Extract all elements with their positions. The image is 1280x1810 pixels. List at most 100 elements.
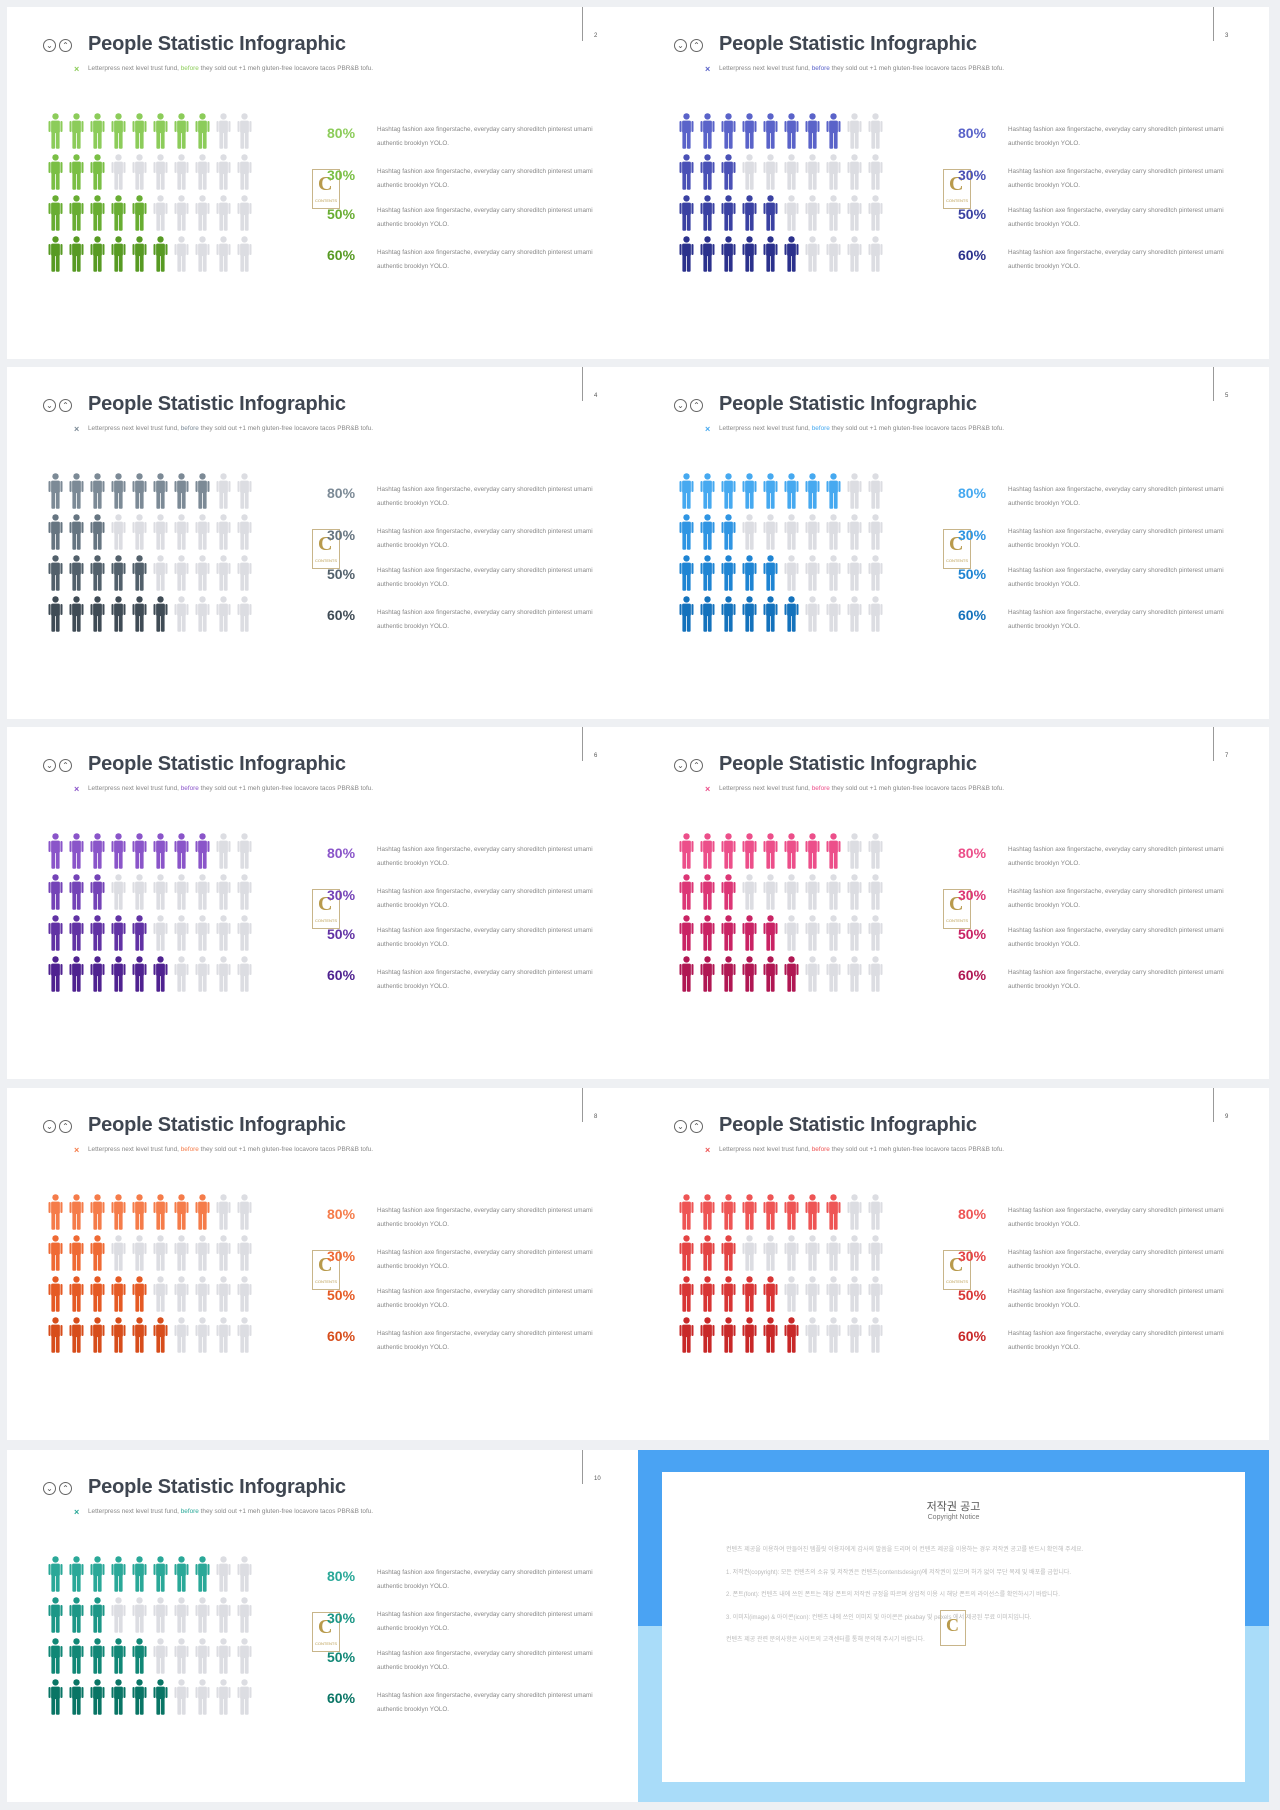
person-icon — [174, 1597, 189, 1633]
person-icon — [721, 195, 736, 231]
slide-thumbnail[interactable]: ⌄ ⌃ People Statistic Infographic × Lette… — [638, 7, 1269, 359]
person-icon — [216, 1679, 231, 1715]
person-icon — [111, 596, 126, 632]
person-icon — [784, 1235, 799, 1271]
person-icon — [132, 1638, 147, 1674]
contents-logo: C — [940, 1610, 966, 1646]
slide-thumbnail[interactable]: ⌄ ⌃ People Statistic Infographic × Lette… — [7, 1450, 638, 1802]
person-icon — [216, 1235, 231, 1271]
contents-logo: C CONTENTS — [943, 1250, 971, 1290]
person-icon — [742, 874, 757, 910]
stat-description: Hashtag fashion axe fingerstache, everyd… — [1008, 249, 1224, 270]
person-icon — [216, 915, 231, 951]
person-icon — [868, 113, 883, 149]
people-row — [45, 596, 255, 637]
slide-thumbnail[interactable]: ⌄ ⌃ People Statistic Infographic × Lette… — [638, 1088, 1269, 1440]
person-icon — [153, 956, 168, 992]
person-icon — [237, 113, 252, 149]
people-row — [676, 874, 886, 915]
person-icon — [237, 874, 252, 910]
person-icon — [784, 1317, 799, 1353]
person-icon — [763, 236, 778, 272]
person-icon — [153, 1597, 168, 1633]
person-icon — [237, 1194, 252, 1230]
person-icon — [69, 874, 84, 910]
people-row — [45, 514, 255, 555]
people-row — [45, 195, 255, 236]
stat-description: Hashtag fashion axe fingerstache, everyd… — [377, 567, 593, 588]
chevron-down-icon: ⌄ — [43, 39, 56, 52]
slide-thumbnail[interactable]: ⌄ ⌃ People Statistic Infographic × Lette… — [7, 1088, 638, 1440]
stat-percentage: 30% — [327, 1248, 356, 1264]
notice-body: 컨텐츠 제공을 이용하여 만들어진 템플릿 이용자에게 감사의 말씀을 드리며 … — [726, 1544, 1181, 1657]
person-icon — [700, 874, 715, 910]
person-icon — [784, 473, 799, 509]
people-row — [45, 1679, 255, 1720]
slide-thumbnail[interactable]: ⌄ ⌃ People Statistic Infographic × Lette… — [7, 727, 638, 1079]
person-icon — [784, 915, 799, 951]
person-icon — [48, 956, 63, 992]
slide-subtitle: × Letterpress next level trust fund, bef… — [705, 784, 1005, 794]
person-icon — [174, 236, 189, 272]
notice-paragraph: 2. 폰트(font): 컨텐츠 내에 쓰인 폰트는 해당 폰트의 저작권 규정… — [726, 1592, 1060, 1598]
person-icon — [679, 1276, 694, 1312]
person-icon — [69, 154, 84, 190]
person-icon — [700, 195, 715, 231]
slide-thumbnail[interactable]: ⌄ ⌃ People Statistic Infographic × Lette… — [7, 367, 638, 719]
person-icon — [679, 596, 694, 632]
person-icon — [763, 596, 778, 632]
person-icon — [174, 596, 189, 632]
notice-paragraph: 컨텐츠 제공 관련 문의사항은 사이트의 고객센터를 통해 문의해 주시기 바랍… — [726, 1637, 925, 1643]
person-icon — [69, 113, 84, 149]
person-icon — [826, 1317, 841, 1353]
slide-title: People Statistic Infographic — [88, 1114, 346, 1136]
person-icon — [679, 1194, 694, 1230]
copyright-notice-slide[interactable]: 저작권 공고 Copyright Notice 컨텐츠 제공을 이용하여 만들어… — [638, 1450, 1269, 1802]
person-icon — [742, 915, 757, 951]
person-icon — [69, 915, 84, 951]
person-icon — [784, 833, 799, 869]
chevron-up-icon: ⌃ — [690, 1120, 703, 1133]
page-divider — [582, 727, 583, 761]
stat-description: Hashtag fashion axe fingerstache, everyd… — [377, 1692, 593, 1713]
stat-percentage: 80% — [327, 125, 356, 141]
slide-thumbnail[interactable]: ⌄ ⌃ People Statistic Infographic × Lette… — [638, 367, 1269, 719]
slide-thumbnail[interactable]: ⌄ ⌃ People Statistic Infographic × Lette… — [7, 7, 638, 359]
person-icon — [805, 1276, 820, 1312]
person-icon — [174, 1235, 189, 1271]
person-icon — [679, 113, 694, 149]
people-row — [45, 1638, 255, 1679]
person-icon — [132, 833, 147, 869]
contents-logo: C CONTENTS — [312, 529, 340, 569]
slide-thumbnail[interactable]: ⌄ ⌃ People Statistic Infographic × Lette… — [638, 727, 1269, 1079]
person-icon — [174, 1317, 189, 1353]
person-icon — [805, 1317, 820, 1353]
person-icon — [826, 1276, 841, 1312]
person-icon — [195, 195, 210, 231]
person-icon — [237, 236, 252, 272]
person-icon — [90, 113, 105, 149]
person-icon — [174, 1556, 189, 1592]
person-icon — [868, 514, 883, 550]
person-icon — [868, 154, 883, 190]
person-icon — [48, 1679, 63, 1715]
person-icon — [763, 514, 778, 550]
stat-percentage: 80% — [327, 1206, 356, 1222]
person-icon — [237, 1235, 252, 1271]
chevron-up-icon: ⌃ — [59, 759, 72, 772]
person-icon — [195, 154, 210, 190]
person-icon — [763, 874, 778, 910]
person-icon — [132, 915, 147, 951]
person-icon — [153, 195, 168, 231]
person-icon — [721, 154, 736, 190]
person-icon — [90, 1276, 105, 1312]
person-icon — [111, 915, 126, 951]
person-icon — [216, 236, 231, 272]
contents-logo: C CONTENTS — [943, 529, 971, 569]
stat-percentage: 50% — [958, 566, 987, 582]
person-icon — [111, 1194, 126, 1230]
person-icon — [826, 956, 841, 992]
slide-subtitle: × Letterpress next level trust fund, bef… — [74, 784, 374, 794]
contents-logo: C CONTENTS — [312, 169, 340, 209]
person-icon — [721, 1235, 736, 1271]
